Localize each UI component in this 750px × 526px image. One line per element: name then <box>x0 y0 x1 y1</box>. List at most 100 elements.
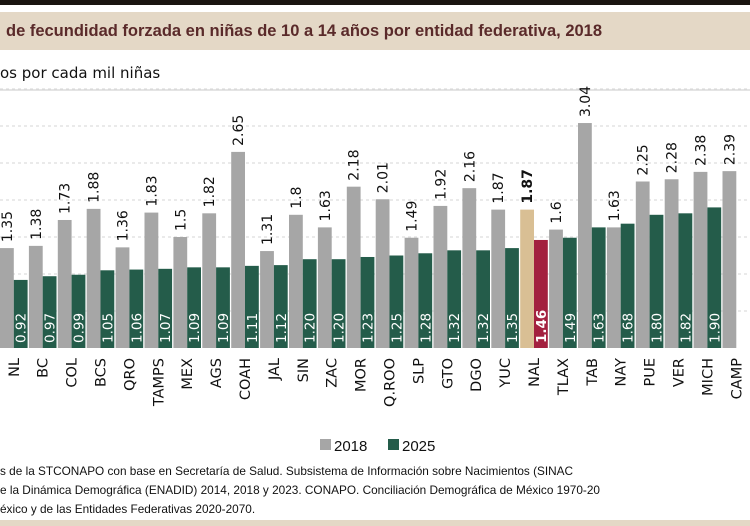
category-label-NL: NL <box>7 358 23 377</box>
bar-2018-DGO <box>462 188 477 348</box>
value-label-2025: 1.20 <box>303 313 319 343</box>
value-label-2018: 3.04 <box>578 86 594 117</box>
category-label-COL: COL <box>65 358 81 388</box>
legend-swatch-2025 <box>388 439 399 450</box>
bar-2018-MICH <box>693 171 708 348</box>
bar-2018-NL <box>0 248 14 348</box>
bar-2025-BCS <box>100 270 115 348</box>
bar-2025-NL <box>13 279 28 348</box>
category-label-PUE: PUE <box>643 358 659 387</box>
value-label-2025: 1.68 <box>621 313 637 343</box>
value-label-2018: 1.63 <box>318 190 334 221</box>
bar-2025-NAY <box>620 223 635 348</box>
value-label-2018: 1.8 <box>289 187 305 209</box>
value-label-2025: 0.92 <box>14 313 30 343</box>
value-label-2025: 1.11 <box>245 313 261 343</box>
bar-2018-QRO <box>115 247 130 348</box>
value-label-2025: 1.07 <box>158 313 174 343</box>
bar-2018-COAH <box>231 151 245 348</box>
category-label-YUC: YUC <box>498 358 514 389</box>
value-label-2025: 1.35 <box>505 313 521 343</box>
value-label-2018: 1.63 <box>607 190 623 221</box>
bar-2025-PUE <box>649 214 664 348</box>
value-label-2025: 1.90 <box>707 313 723 343</box>
value-label-2025: 1.28 <box>418 313 434 343</box>
bar-2018-SLP <box>404 237 419 348</box>
bar-2025-BC <box>42 276 57 348</box>
y-axis-label: os por cada mil niñas <box>0 64 161 82</box>
value-label-2018: 1.35 <box>0 211 16 242</box>
bar-2025-MEX <box>187 267 201 348</box>
bar-2018-BCS <box>86 208 101 348</box>
category-label-MOR: MOR <box>354 358 370 392</box>
category-label-AGS: AGS <box>209 358 225 388</box>
value-label-2025: 1.09 <box>187 313 203 343</box>
bar-2018-CAMP <box>722 171 737 348</box>
value-label-2018: 2.28 <box>665 142 681 173</box>
value-label-2018: 1.73 <box>58 183 74 214</box>
category-label-NAY: NAY <box>614 358 630 387</box>
bar-2018-TAB <box>578 123 592 348</box>
value-label-2018: 1.87 <box>520 169 536 204</box>
bar-2018-NAL <box>520 209 534 348</box>
value-label-2025: 1.23 <box>361 313 377 343</box>
bar-2018-GTO <box>433 205 448 348</box>
title-band <box>0 12 750 50</box>
legend-swatch-2018 <box>320 439 331 450</box>
category-label-CAMP: CAMP <box>729 358 745 400</box>
category-label-ZAC: ZAC <box>325 358 341 388</box>
bar-2018-TLAX <box>549 229 563 348</box>
bar-2025-AGS <box>216 267 230 348</box>
bar-2018-NAY <box>606 227 621 348</box>
value-label-2018: 1.92 <box>433 169 449 200</box>
value-label-2025: 1.32 <box>476 313 492 343</box>
category-label-TAMPS: TAMPS <box>151 358 167 407</box>
value-label-2025: 1.06 <box>129 313 145 343</box>
value-label-2025: 1.80 <box>650 313 666 343</box>
bar-2018-VER <box>664 179 679 348</box>
value-label-2018: 2.39 <box>722 134 738 165</box>
value-label-2025: 0.99 <box>72 313 88 343</box>
source-line: e la Dinámica Demográfica (ENADID) 2014,… <box>0 483 600 497</box>
value-label-2018: 1.83 <box>144 175 160 206</box>
value-label-2025: 1.12 <box>274 313 290 343</box>
category-label-BCS: BCS <box>94 358 110 387</box>
category-label-TAB: TAB <box>585 358 601 387</box>
value-label-2018: 2.16 <box>462 151 478 182</box>
value-label-2025: 1.25 <box>389 313 405 343</box>
chart-title: de fecundidad forzada en niñas de 10 a 1… <box>6 22 603 40</box>
bar-2025-Q.ROO <box>389 255 404 348</box>
bar-2018-YUC <box>491 209 506 348</box>
bar-2025-GTO <box>447 250 462 348</box>
category-label-TLAX: TLAX <box>556 358 572 396</box>
category-label-GTO: GTO <box>440 358 456 389</box>
value-label-2018: 1.6 <box>549 201 565 223</box>
category-label-DGO: DGO <box>469 358 485 392</box>
category-label-Q.ROO: Q.ROO <box>383 358 399 407</box>
category-label-MICH: MICH <box>700 358 716 396</box>
category-label-BC: BC <box>36 358 52 378</box>
bar-2025-DGO <box>476 250 490 348</box>
bar-2025-SIN <box>302 259 317 348</box>
bar-2025-SLP <box>418 253 433 348</box>
bar-2025-VER <box>678 213 693 348</box>
value-label-2018: 2.38 <box>694 135 710 166</box>
value-label-2018: 1.49 <box>405 201 421 232</box>
legend-label-2025: 2025 <box>402 438 435 455</box>
value-label-2025: 1.49 <box>563 313 579 343</box>
bar-2025-ZAC <box>331 259 346 348</box>
category-label-QRO: QRO <box>122 358 138 391</box>
bar-2025-COL <box>71 274 86 348</box>
bar-2025-NAL <box>534 239 548 348</box>
value-label-2025: 1.05 <box>100 313 116 343</box>
value-label-2018: 1.82 <box>202 176 218 207</box>
category-label-COAH: COAH <box>238 358 254 400</box>
bar-2025-COAH <box>245 265 259 348</box>
bar-2018-MOR <box>346 186 361 348</box>
bottom-band <box>0 520 750 526</box>
bar-2018-SIN <box>289 214 303 348</box>
bar-2025-YUC <box>505 248 519 348</box>
category-label-JAL: JAL <box>267 358 283 381</box>
bar-2018-COL <box>57 219 72 348</box>
